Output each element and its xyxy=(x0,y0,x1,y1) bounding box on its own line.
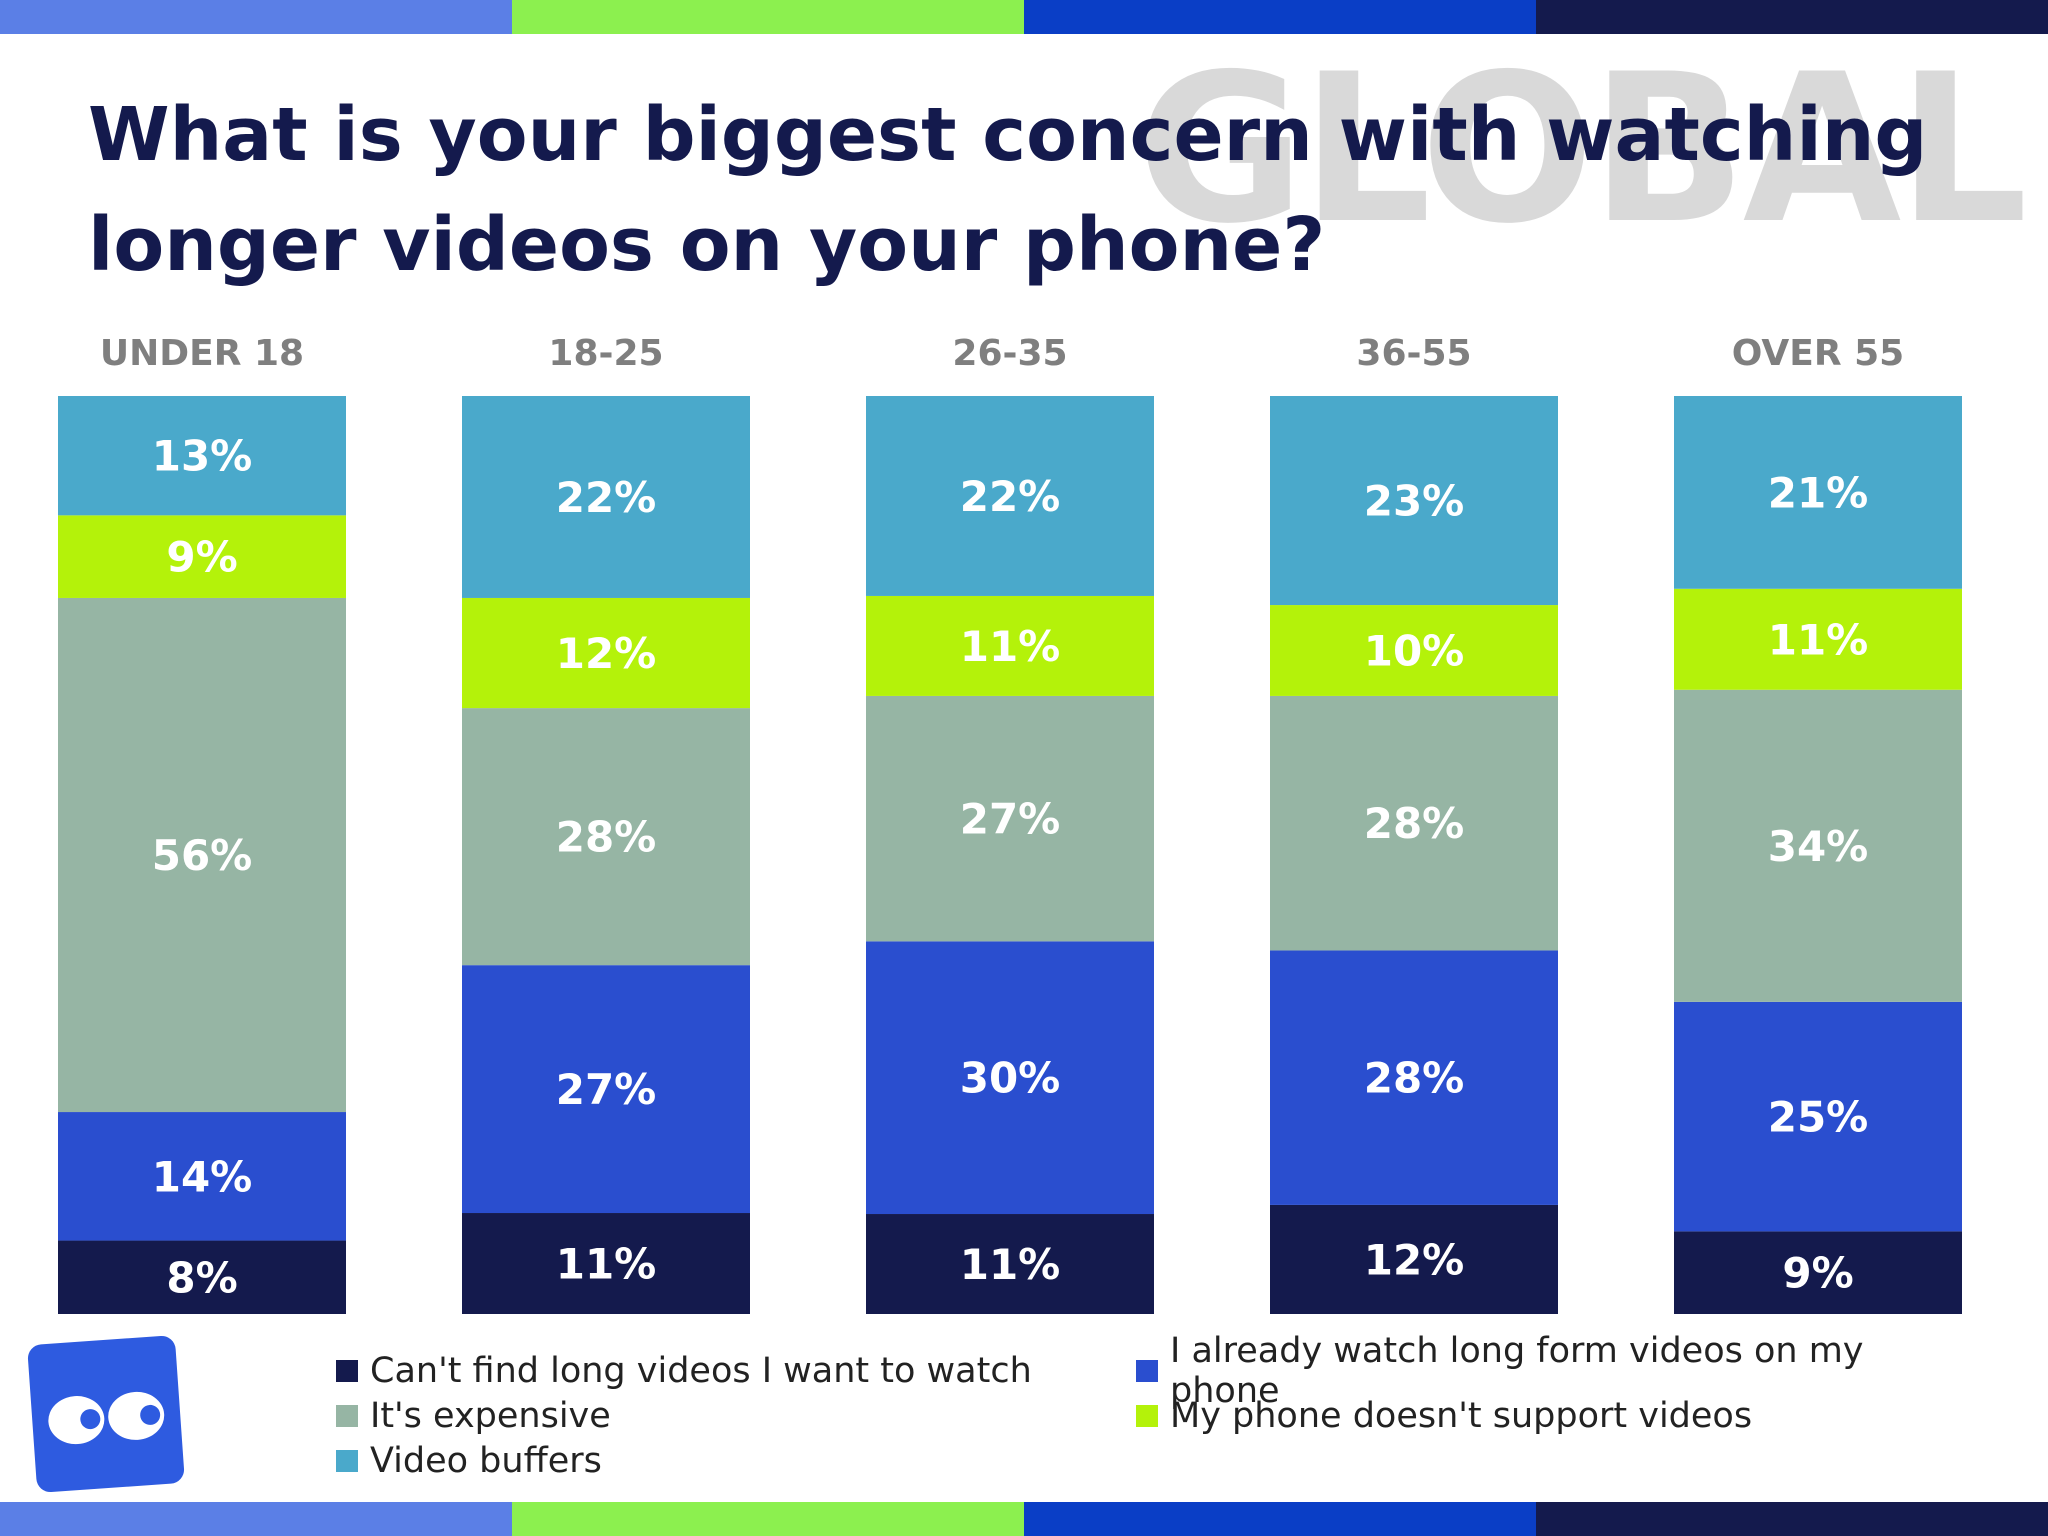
data-label: 28% xyxy=(1364,799,1465,848)
stripe-segment xyxy=(1536,0,2048,34)
legend-label: Can't find long videos I want to watch xyxy=(370,1350,1032,1391)
bar-segment xyxy=(866,396,1154,596)
bar-segment xyxy=(866,941,1154,1215)
data-label: 23% xyxy=(1364,477,1465,526)
bar-segment xyxy=(1270,1204,1558,1314)
bar-segment xyxy=(1270,396,1558,606)
chart-legend: Can't find long videos I want to watch I… xyxy=(336,1331,1996,1488)
legend-swatch xyxy=(336,1359,358,1382)
bar-segment xyxy=(58,1240,346,1314)
stripe-segment xyxy=(1024,1502,1536,1536)
data-label: 34% xyxy=(1768,822,1869,871)
global-watermark: GLOBAL xyxy=(1136,31,2028,269)
data-label: 14% xyxy=(152,1152,253,1201)
data-label: 12% xyxy=(556,629,657,678)
legend-item: My phone doesn't support videos xyxy=(1136,1393,1936,1438)
legend-label: Video buffers xyxy=(370,1440,602,1481)
bar-segment xyxy=(462,597,750,709)
stripe-segment xyxy=(1024,0,1536,34)
data-label: 9% xyxy=(166,533,237,582)
data-label: 9% xyxy=(1782,1249,1853,1298)
data-label: 10% xyxy=(1364,626,1465,675)
stripe-segment xyxy=(512,0,1024,34)
eyes-logo-icon xyxy=(27,1335,185,1493)
bar-segment xyxy=(462,1213,750,1314)
stacked-bar-chart: UNDER 18 8% 14% 56% 9% 13% 18-25 11% 27% 28% 12% 22… xyxy=(58,333,1962,1314)
bar-segment xyxy=(1270,695,1558,951)
legend-item: I already watch long form videos on my p… xyxy=(1136,1331,1936,1411)
bar-segment xyxy=(1674,588,1962,690)
bar-segment xyxy=(462,708,750,966)
data-label: 27% xyxy=(556,1065,657,1114)
bar-segment xyxy=(866,595,1154,696)
legend-item: Can't find long videos I want to watch xyxy=(336,1348,1136,1393)
data-label: 22% xyxy=(556,473,657,522)
page-title: What is your biggest concern with watchi… xyxy=(88,92,1928,288)
category-label: 18-25 xyxy=(548,333,663,374)
data-label: 28% xyxy=(1364,1054,1465,1103)
bar-segment xyxy=(1674,396,1962,589)
legend-label: I already watch long form videos on my p… xyxy=(1170,1330,1864,1411)
stripe-segment xyxy=(512,1502,1024,1536)
legend-swatch xyxy=(1136,1359,1158,1382)
data-label: 25% xyxy=(1768,1093,1869,1142)
bar-segment xyxy=(58,396,346,516)
bar-segment xyxy=(58,515,346,598)
data-label: 30% xyxy=(960,1054,1061,1103)
data-label: 21% xyxy=(1768,468,1869,517)
legend-swatch xyxy=(336,1449,358,1472)
legend-label: It's expensive xyxy=(370,1395,611,1436)
bar-segment xyxy=(462,965,750,1214)
legend-swatch xyxy=(336,1404,358,1427)
legend-item: It's expensive xyxy=(336,1393,1136,1438)
category-label: 26-35 xyxy=(952,333,1067,374)
data-label: 13% xyxy=(152,432,253,481)
category-label: UNDER 18 xyxy=(100,333,304,374)
top-color-stripe xyxy=(0,0,2048,34)
category-label: OVER 55 xyxy=(1732,333,1904,374)
bar-segment xyxy=(462,396,750,598)
bar-segment xyxy=(1674,1001,1962,1232)
legend-item: Video buffers xyxy=(336,1438,1136,1483)
category-label: 36-55 xyxy=(1356,333,1471,374)
data-label: 11% xyxy=(960,1240,1061,1289)
bar-segment xyxy=(866,1214,1154,1314)
data-label: 8% xyxy=(166,1253,237,1302)
data-label: 56% xyxy=(152,831,253,880)
data-label: 27% xyxy=(960,795,1061,844)
data-label: 12% xyxy=(1364,1235,1465,1284)
bar-segment xyxy=(1270,605,1558,696)
bar-segment xyxy=(1270,950,1558,1205)
bottom-color-stripe xyxy=(0,1502,2048,1536)
data-label: 28% xyxy=(556,813,657,862)
bar-segment xyxy=(58,597,346,1113)
stripe-segment xyxy=(0,1502,512,1536)
bar-segment xyxy=(58,1112,346,1241)
stripe-segment xyxy=(1536,1502,2048,1536)
bar-segment xyxy=(1674,689,1962,1002)
legend-swatch xyxy=(1136,1404,1158,1427)
data-label: 11% xyxy=(556,1240,657,1289)
data-label: 22% xyxy=(960,472,1061,521)
stripe-segment xyxy=(0,0,512,34)
bar-segment xyxy=(1674,1231,1962,1314)
data-label: 11% xyxy=(1768,615,1869,664)
data-label: 11% xyxy=(960,622,1061,671)
legend-label: My phone doesn't support videos xyxy=(1170,1395,1753,1436)
bar-segment xyxy=(866,695,1154,942)
